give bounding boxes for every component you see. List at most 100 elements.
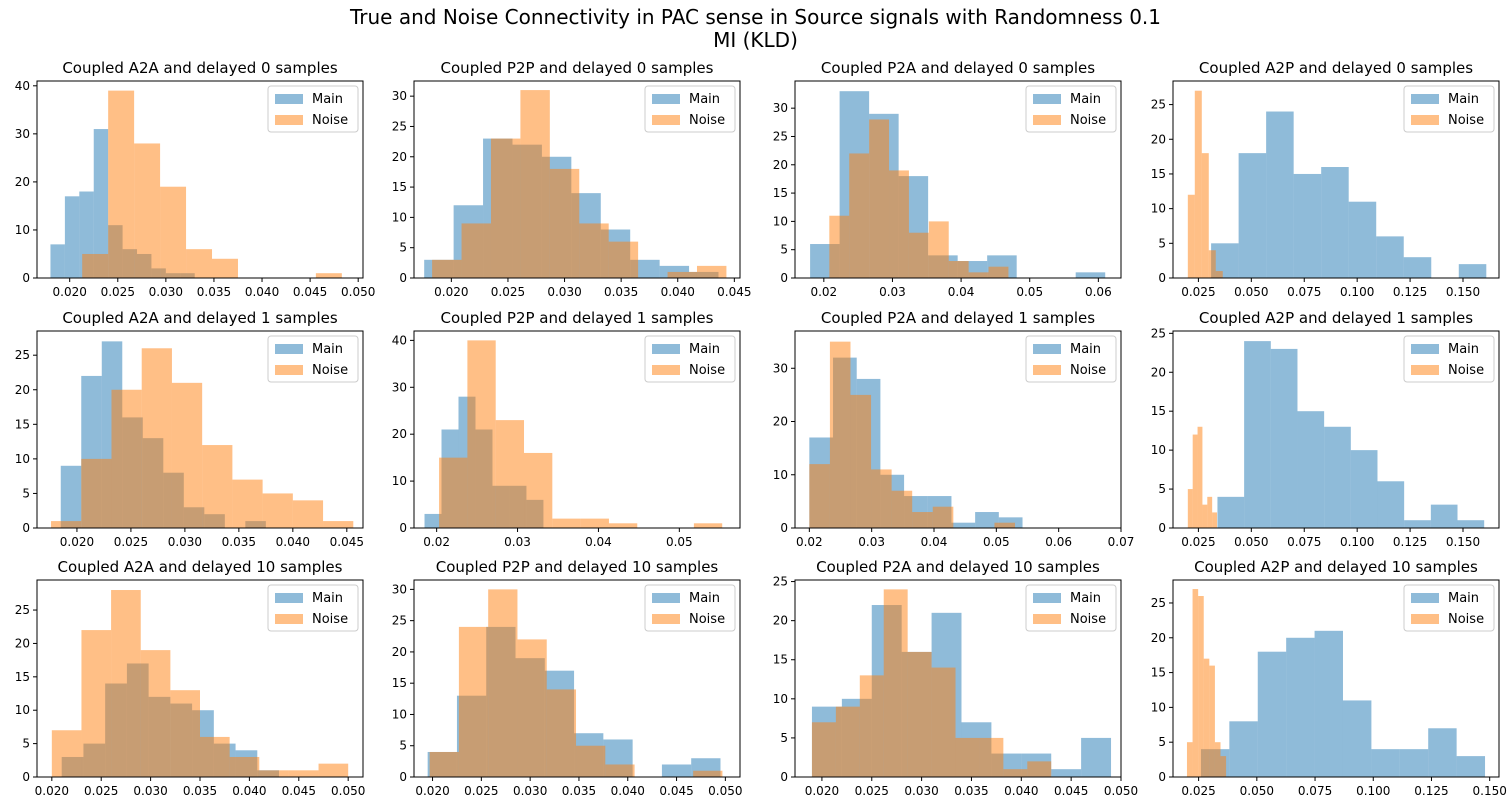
histogram-bar: [1350, 450, 1378, 528]
legend-label-main: Main: [1070, 92, 1101, 107]
histogram-bar: [1207, 496, 1213, 528]
subplot-6: Coupled P2P and delayed 1 samples 0.02 0.0…: [392, 309, 741, 549]
x-tick-label: 0.06: [1045, 535, 1072, 549]
legend-label-main: Main: [1448, 591, 1479, 606]
subplot-title: Coupled A2A and delayed 10 samples: [58, 558, 343, 576]
histogram-bar: [1266, 111, 1294, 279]
legend-swatch-noise: [1033, 115, 1061, 125]
figure-title-line2: MI (KLD): [713, 28, 798, 52]
histogram-bar: [1209, 665, 1215, 777]
legend-label-noise: Noise: [689, 113, 725, 128]
x-tick-label: 0.04: [948, 285, 975, 299]
legend-label-noise: Noise: [689, 612, 725, 627]
histogram-bar: [951, 522, 976, 528]
histogram-bar: [1081, 737, 1112, 777]
y-tick-label: 0: [780, 770, 788, 784]
histogram-bar: [495, 420, 525, 528]
y-tick-label: 5: [399, 739, 407, 753]
series-noise: [432, 90, 727, 278]
subplot-title: Coupled A2P and delayed 10 samples: [1194, 558, 1478, 576]
legend: Main Noise: [1403, 85, 1495, 133]
y-tick-label: 30: [15, 127, 30, 141]
legend-swatch-main: [1411, 344, 1439, 354]
y-tick-label: 15: [773, 653, 788, 667]
y-tick-label: 20: [392, 645, 407, 659]
axes-frame: [1172, 579, 1500, 778]
histogram-bar: [517, 639, 547, 777]
histogram-bar: [140, 650, 171, 777]
x-tick-label: 0.040: [232, 784, 266, 798]
histogram-bar: [988, 266, 1009, 278]
histogram-bar: [200, 736, 230, 777]
legend-swatch-noise: [652, 365, 680, 375]
x-tick-label: 0.020: [60, 535, 94, 549]
histogram-bar: [1456, 756, 1486, 777]
x-tick-label: 0.050: [708, 784, 742, 798]
y-tick-label: 10: [1151, 202, 1166, 216]
legend-label-noise: Noise: [312, 612, 348, 627]
x-tick-label: 0.030: [149, 285, 183, 299]
y-tick-label: 0: [1158, 770, 1166, 784]
histogram-bar: [1457, 520, 1485, 528]
histogram-bar: [667, 271, 697, 278]
histogram-bar: [1003, 769, 1028, 777]
x-tick-label: 0.125: [1393, 285, 1427, 299]
histogram-bar: [948, 261, 969, 278]
x-tick-label: 0.025: [855, 784, 889, 798]
y-tick-label: 30: [392, 380, 407, 394]
legend-swatch-main: [1411, 94, 1439, 104]
histogram-bar: [1212, 512, 1218, 528]
subplot-10: Coupled P2P and delayed 10 samples 0.020 0…: [392, 558, 743, 798]
x-tick-label: 0.045: [282, 784, 316, 798]
legend-label-main: Main: [1448, 342, 1479, 357]
histogram-bar: [829, 341, 851, 528]
histogram-bar: [661, 764, 692, 777]
legend-swatch-main: [275, 94, 303, 104]
y-tick-label: 20: [1151, 365, 1166, 379]
y-tick-label: 10: [1151, 700, 1166, 714]
y-tick-label: 30: [773, 101, 788, 115]
x-tick-label: 0.025: [464, 784, 498, 798]
subplot-7: Coupled P2A and delayed 1 samples 0.02 0.0…: [773, 309, 1135, 549]
histogram-bar: [1342, 700, 1372, 777]
subplot-title: Coupled A2P and delayed 1 samples: [1199, 309, 1473, 327]
legend-label-noise: Noise: [1448, 612, 1484, 627]
legend-label-main: Main: [312, 591, 343, 606]
legend-swatch-noise: [1411, 614, 1439, 624]
x-tick-label: 0.050: [1104, 784, 1138, 798]
legend-label-noise: Noise: [1070, 612, 1106, 627]
histogram-bar: [975, 512, 999, 528]
legend-swatch-main: [275, 344, 303, 354]
x-tick-label: 0.025: [84, 784, 118, 798]
series-noise: [82, 90, 342, 278]
x-tick-label: 0.040: [1004, 784, 1038, 798]
histogram-bar: [232, 479, 263, 528]
histogram-bar: [51, 730, 82, 777]
x-tick-label: 0.150: [1446, 535, 1480, 549]
x-tick-label: 0.035: [183, 784, 217, 798]
histogram-bar: [1428, 728, 1457, 777]
x-tick-label: 0.025: [114, 535, 148, 549]
x-tick-label: 0.150: [1446, 285, 1480, 299]
legend-swatch-main: [652, 344, 680, 354]
y-tick-label: 0: [22, 271, 30, 285]
x-tick-label: 0.030: [168, 535, 202, 549]
subplot-title: Coupled P2A and delayed 1 samples: [821, 309, 1095, 327]
histogram-bar: [859, 675, 884, 777]
histogram-bar: [1314, 630, 1343, 777]
y-tick-label: 20: [392, 150, 407, 164]
x-tick-label: 0.03: [879, 285, 906, 299]
x-tick-label: 0.06: [1085, 285, 1112, 299]
x-tick-label: 0.03: [504, 535, 531, 549]
histogram-bar: [979, 737, 1004, 777]
histogram-bar: [931, 667, 956, 777]
x-tick-label: 0.025: [1181, 285, 1215, 299]
series-noise: [1187, 426, 1218, 528]
x-tick-label: 0.05: [1016, 285, 1043, 299]
histogram-bar: [912, 512, 933, 528]
x-tick-label: 0.030: [904, 784, 938, 798]
subplot-9: Coupled A2A and delayed 10 samples 0.020 0…: [15, 558, 366, 798]
x-tick-label: 0.020: [434, 285, 468, 299]
y-tick-label: 10: [773, 214, 788, 228]
histogram-bar: [202, 445, 233, 528]
